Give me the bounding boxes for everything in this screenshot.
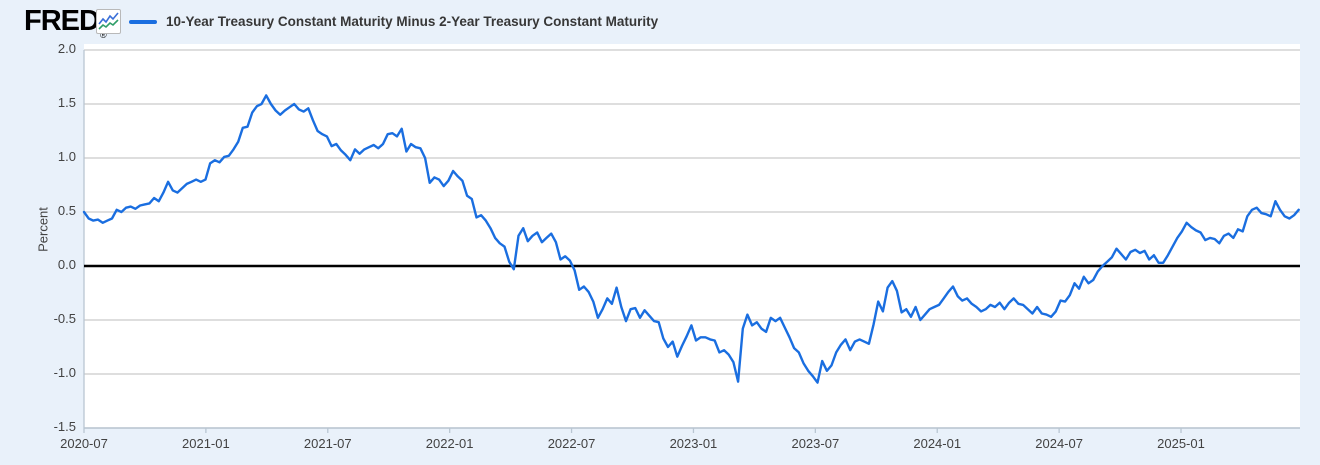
y-tick-label: 0.5 xyxy=(57,203,76,218)
y-tick-label: -1.5 xyxy=(53,419,76,434)
y-tick-label: 2.0 xyxy=(57,41,76,56)
x-tick-label: 2020-07 xyxy=(60,436,108,451)
y-tick-label: 0.0 xyxy=(57,257,76,272)
y-tick-label: -0.5 xyxy=(53,311,76,326)
x-tick-label: 2021-07 xyxy=(303,436,352,451)
x-tick-label: 2021-01 xyxy=(182,436,230,451)
y-tick-label: -1.0 xyxy=(53,365,76,380)
x-tick-label: 2023-01 xyxy=(669,436,718,451)
x-tick-label: 2024-07 xyxy=(1035,436,1083,451)
x-tick-label: 2023-07 xyxy=(791,436,840,451)
x-tick-label: 2022-01 xyxy=(425,436,474,451)
legend-series-title: 10-Year Treasury Constant Maturity Minus… xyxy=(166,14,659,29)
line-chart-icon[interactable] xyxy=(96,9,121,34)
y-tick-label: 1.0 xyxy=(57,149,76,164)
plot-background xyxy=(84,44,1300,428)
registered-mark-icon: ® xyxy=(100,30,107,40)
series-line[interactable] xyxy=(82,94,1300,384)
y-tick-label: 1.5 xyxy=(57,95,76,110)
x-tick-label: 2022-07 xyxy=(547,436,596,451)
x-tick-label: 2024-01 xyxy=(913,436,962,451)
x-tick-label: 2025-01 xyxy=(1157,436,1205,451)
fred-logo[interactable]: FRED® xyxy=(24,5,107,40)
legend-line-swatch xyxy=(129,20,157,24)
